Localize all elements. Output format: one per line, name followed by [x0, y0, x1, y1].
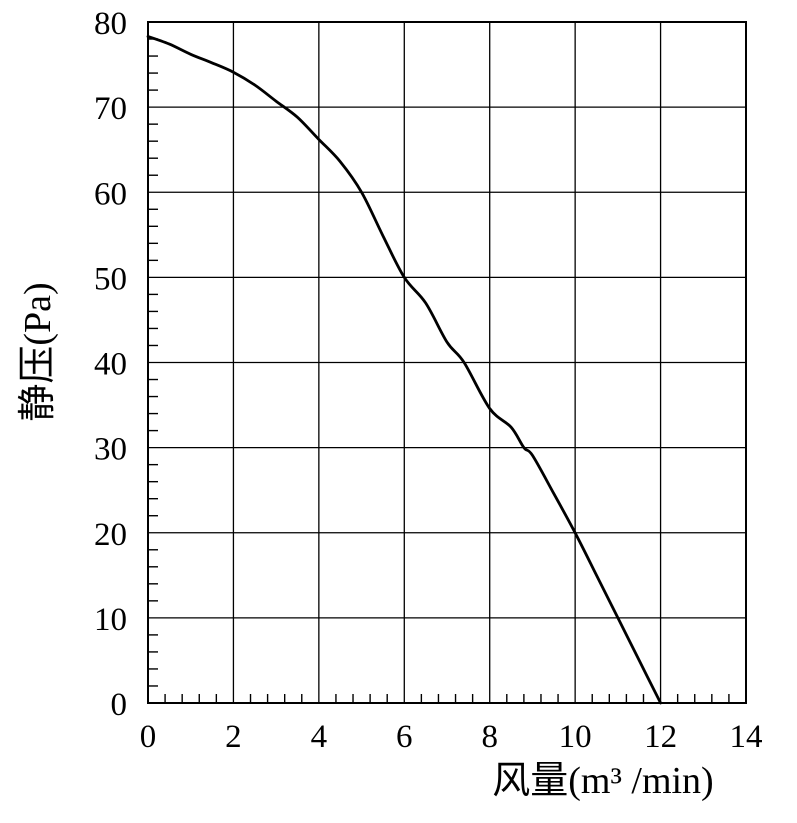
- x-tick-label: 12: [644, 719, 677, 755]
- x-axis-title: 风量(m³ /min): [492, 760, 713, 802]
- x-tick-label: 0: [140, 719, 157, 755]
- x-tick-label: 14: [730, 719, 763, 755]
- x-tick-label: 6: [396, 719, 413, 755]
- static-pressure-curve: [146, 35, 662, 705]
- y-axis-tick-labels: 0 10 20 30 40 50 60 70 80: [94, 6, 127, 723]
- y-tick-label: 70: [94, 91, 127, 127]
- y-tick-label: 0: [111, 687, 128, 723]
- y-tick-label: 10: [94, 602, 127, 638]
- y-tick-label: 30: [94, 432, 127, 468]
- y-tick-label: 40: [94, 347, 127, 383]
- grid-layer: [148, 22, 746, 703]
- x-tick-label: 10: [559, 719, 592, 755]
- x-tick-label: 4: [311, 719, 328, 755]
- x-tick-label: 8: [481, 719, 498, 755]
- x-axis-tick-labels: 0 2 4 6 8 10 12 14: [140, 719, 763, 755]
- y-axis-title: 静压(Pa): [17, 282, 59, 421]
- y-tick-label: 50: [94, 261, 127, 297]
- plot-border: [147, 21, 747, 704]
- x-tick-label: 2: [225, 719, 242, 755]
- y-tick-label: 20: [94, 517, 127, 553]
- y-tick-label: 60: [94, 176, 127, 212]
- minor-tick-layer: [148, 38, 730, 703]
- y-tick-label: 80: [94, 6, 127, 42]
